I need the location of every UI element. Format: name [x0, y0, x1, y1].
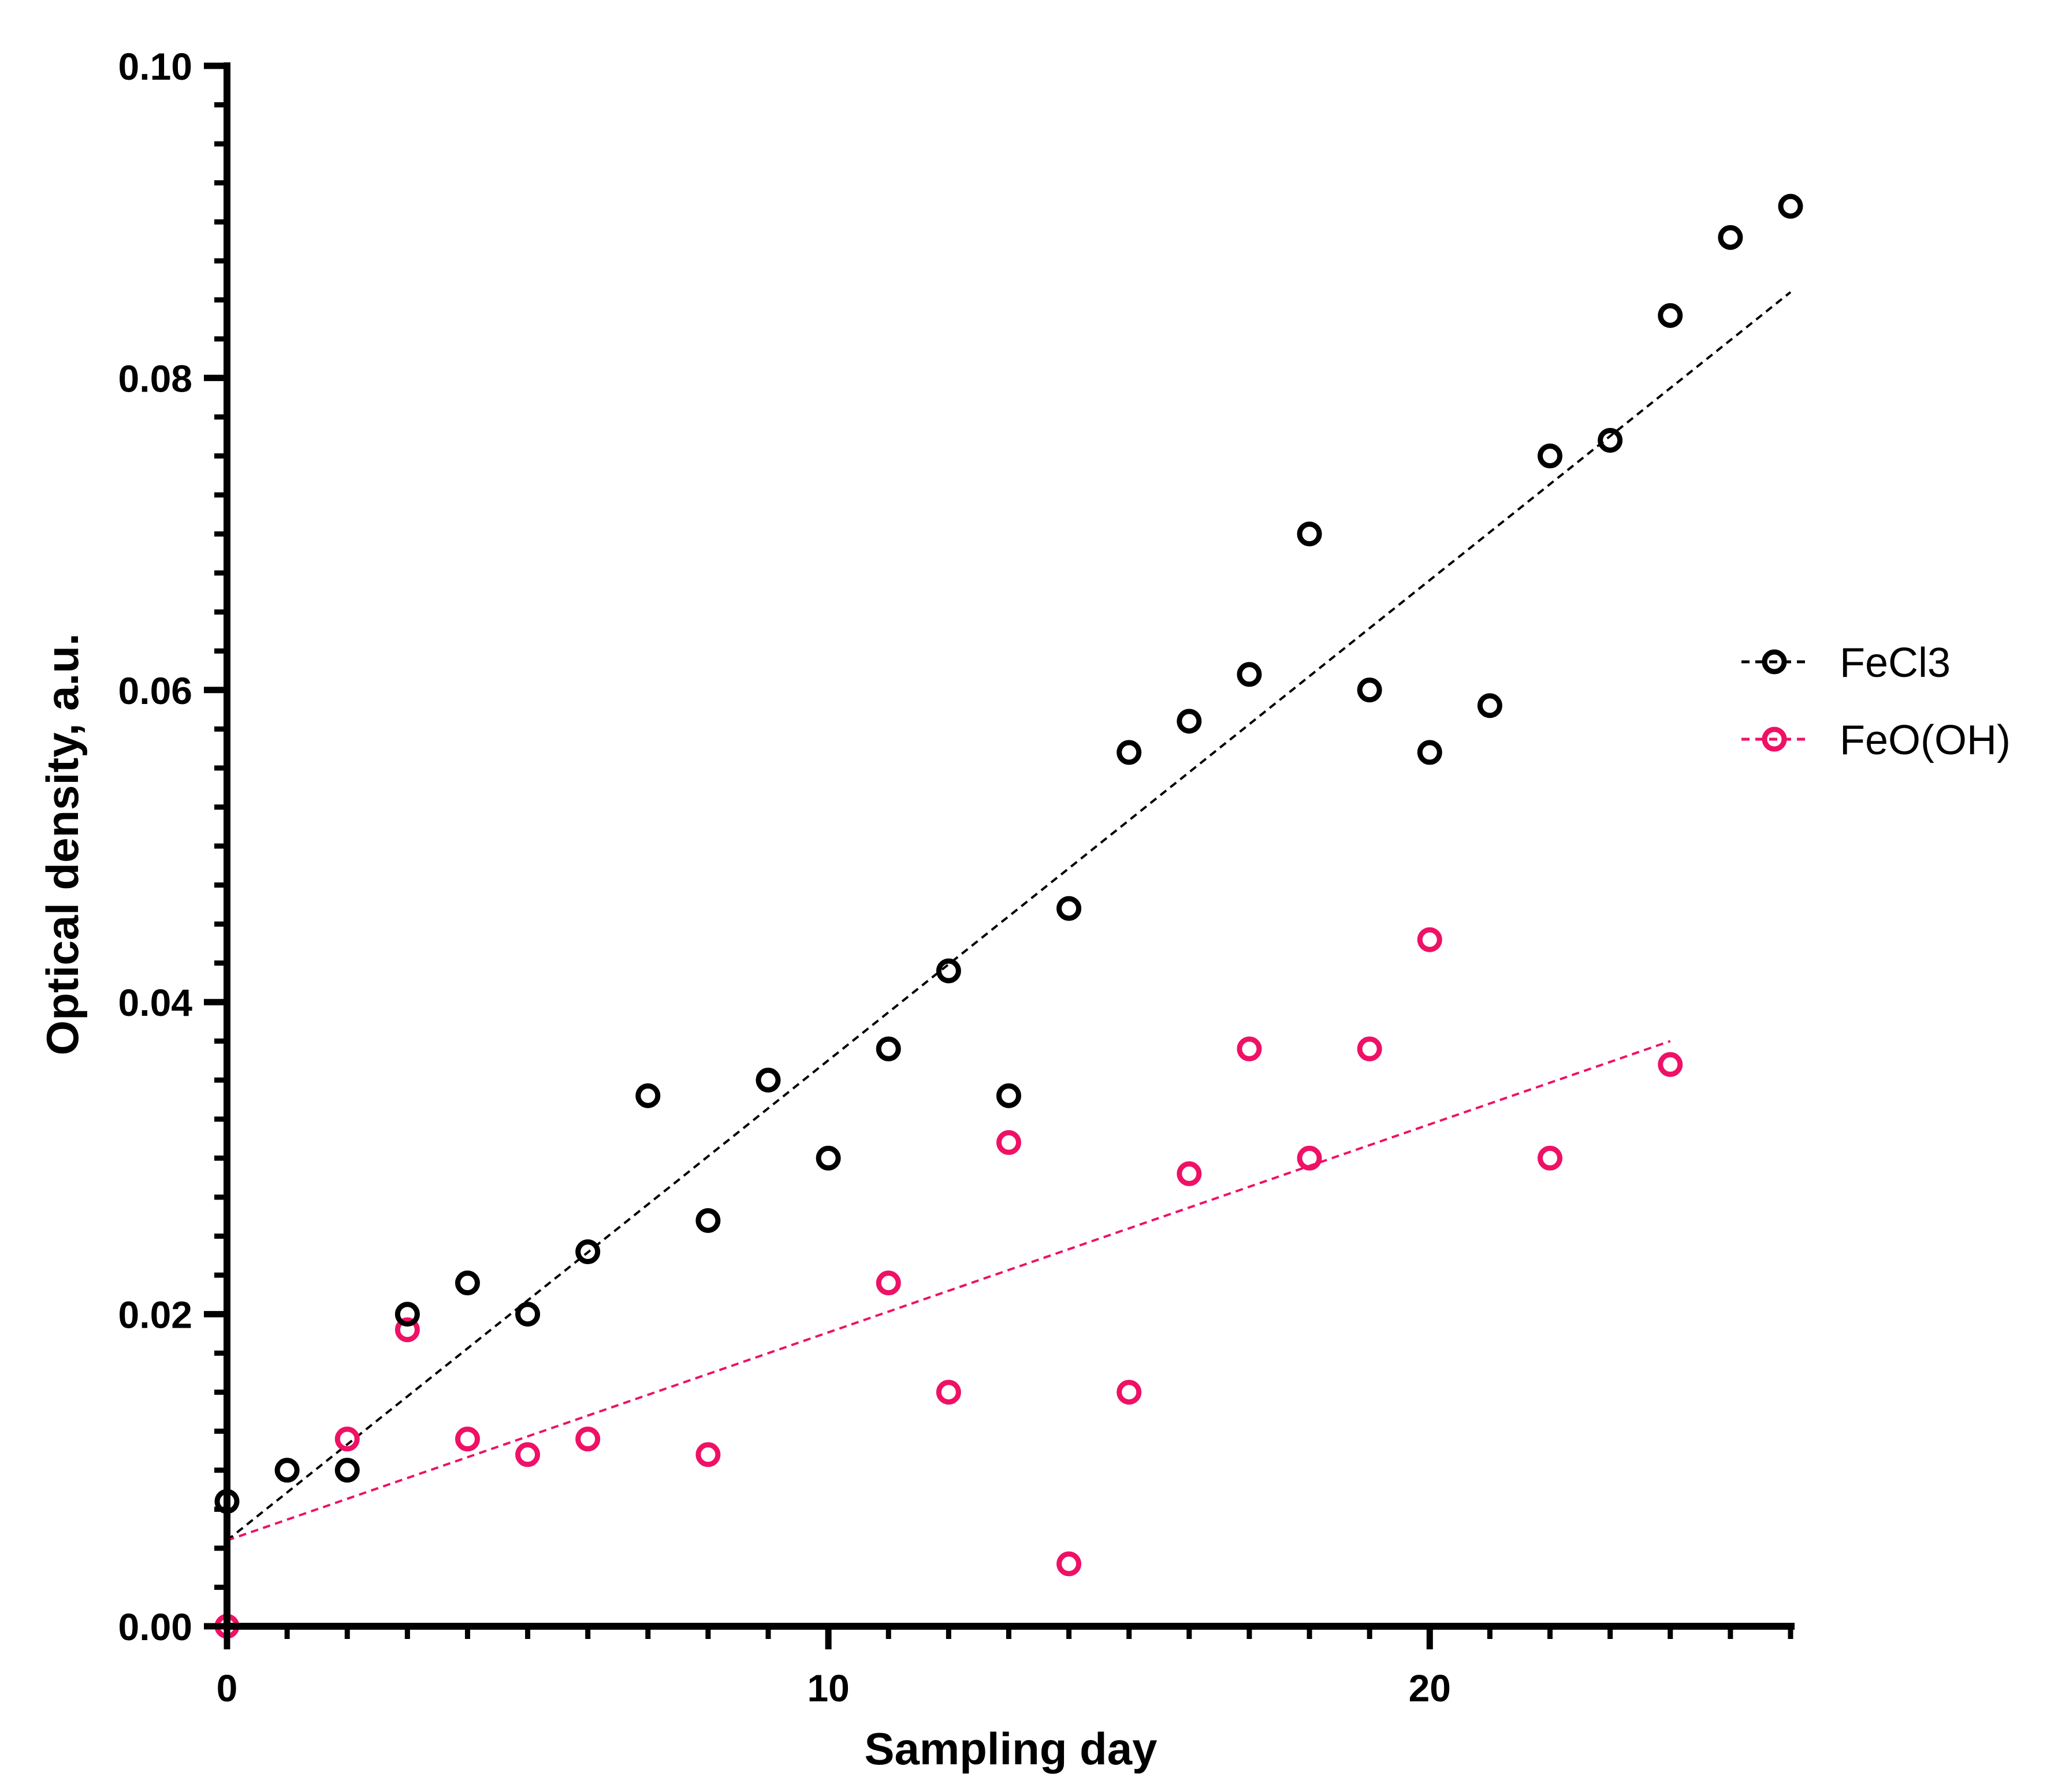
- y-tick-label: 0.02: [118, 1294, 192, 1336]
- point-fecl3: [1177, 709, 1202, 734]
- point-fecl3: [575, 1239, 601, 1265]
- x-tick-label: 10: [807, 1667, 849, 1709]
- legend-marker-fecl3: [1762, 649, 1787, 675]
- legend-item-fecl3: FeCl3: [1741, 640, 1951, 686]
- legend-label-fecl3: FeCl3: [1840, 640, 1951, 686]
- point-feooh: [1538, 1145, 1563, 1171]
- tick-labels: 0.00 0.02 0.04 0.06 0.08 0.10 0 10 20: [118, 45, 1451, 1709]
- point-feooh: [455, 1426, 480, 1452]
- point-fecl3: [816, 1145, 841, 1171]
- point-feooh: [334, 1426, 360, 1452]
- point-feooh: [1056, 1551, 1082, 1577]
- trendline-feooh: [226, 1040, 1671, 1542]
- point-feooh: [936, 1380, 961, 1405]
- y-tick-label: 0.06: [118, 669, 192, 712]
- y-tick-label: 0.04: [118, 981, 193, 1024]
- point-fecl3: [394, 1302, 420, 1327]
- legend-item-feooh: FeO(OH): [1741, 717, 2011, 763]
- point-feooh: [1297, 1145, 1322, 1171]
- legend: FeCl3 FeO(OH): [1741, 640, 2011, 763]
- minor-ticks: [214, 63, 1793, 1639]
- point-feooh: [695, 1442, 721, 1467]
- point-feooh: [876, 1271, 901, 1296]
- y-tick-label: 0.10: [118, 45, 192, 88]
- point-feooh: [1237, 1036, 1262, 1061]
- point-fecl3: [1056, 896, 1082, 921]
- point-fecl3: [1237, 662, 1262, 687]
- point-fecl3: [695, 1208, 721, 1233]
- point-fecl3: [1477, 693, 1502, 718]
- point-feooh: [1658, 1052, 1683, 1077]
- point-fecl3: [1538, 444, 1563, 468]
- point-feooh: [1177, 1161, 1202, 1186]
- point-feooh: [515, 1442, 541, 1467]
- point-fecl3: [334, 1458, 360, 1483]
- point-fecl3: [755, 1067, 781, 1093]
- point-fecl3: [1598, 427, 1623, 453]
- x-tick-label: 0: [217, 1667, 238, 1709]
- point-feooh: [1417, 927, 1442, 952]
- data-points: [214, 193, 1803, 1639]
- trendlines: [226, 291, 1792, 1542]
- point-fecl3: [1116, 740, 1142, 765]
- point-feooh: [996, 1130, 1021, 1155]
- x-tick-label: 20: [1409, 1667, 1451, 1709]
- y-tick-label: 0.00: [118, 1605, 192, 1648]
- point-fecl3: [1718, 225, 1743, 250]
- point-fecl3: [1658, 303, 1683, 328]
- point-fecl3: [1417, 740, 1442, 765]
- point-feooh: [1116, 1380, 1142, 1405]
- point-fecl3: [515, 1302, 541, 1327]
- point-feooh: [394, 1317, 420, 1343]
- y-axis-label: Optical density, a.u.: [37, 633, 88, 1055]
- point-fecl3: [455, 1271, 480, 1296]
- y-tick-label: 0.08: [118, 357, 192, 400]
- point-feooh: [575, 1426, 601, 1452]
- point-fecl3: [1297, 521, 1322, 547]
- legend-label-feooh: FeO(OH): [1840, 717, 2011, 763]
- point-fecl3: [1778, 193, 1803, 219]
- point-feooh: [1357, 1036, 1382, 1061]
- point-fecl3: [274, 1458, 300, 1483]
- point-fecl3: [936, 958, 961, 983]
- point-fecl3: [876, 1036, 901, 1061]
- point-fecl3: [1357, 677, 1382, 703]
- legend-marker-feooh: [1762, 727, 1787, 752]
- trendline-fecl3: [226, 291, 1792, 1541]
- major-ticks: [204, 62, 1433, 1649]
- point-fecl3: [996, 1083, 1021, 1108]
- point-fecl3: [635, 1083, 661, 1108]
- x-axis-label: Sampling day: [864, 1723, 1157, 1774]
